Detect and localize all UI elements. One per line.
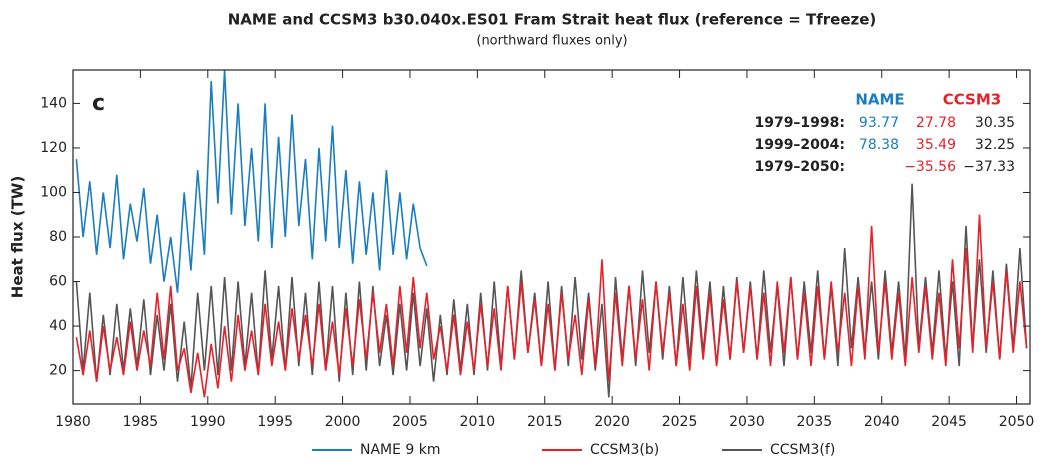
legend-label: NAME 9 km [360, 442, 441, 458]
y-tick-label: 120 [40, 140, 67, 156]
legend-label: CCSM3(b) [590, 442, 659, 458]
stats-header: CCSM3 [943, 91, 1001, 109]
x-tick-label: 2035 [797, 414, 833, 430]
x-tick-label: 1985 [123, 414, 159, 430]
y-tick-label: 80 [49, 229, 67, 245]
stats-cell: 32.25 [975, 137, 1015, 153]
stats-header: NAME [855, 91, 904, 109]
panel-label: c [92, 91, 105, 116]
stats-row-label: 1979–1998: [754, 115, 845, 131]
x-tick-label: 2030 [729, 414, 765, 430]
series-line [75, 214, 1028, 398]
stats-cell: 35.49 [916, 137, 956, 153]
x-tick-label: 2005 [392, 414, 428, 430]
stats-cell: −37.33 [963, 159, 1015, 175]
x-tick-label: 2050 [999, 414, 1035, 430]
stats-cell: −35.56 [904, 159, 956, 175]
x-tick-label: 1990 [190, 414, 226, 430]
x-tick-label: 1995 [257, 414, 293, 430]
y-tick-label: 140 [40, 95, 67, 111]
x-tick-label: 2010 [460, 414, 496, 430]
stats-cell: 30.35 [975, 115, 1015, 131]
chart-title: NAME and CCSM3 b30.040x.ES01 Fram Strait… [228, 11, 877, 29]
x-tick-label: 2040 [864, 414, 900, 430]
y-tick-label: 40 [49, 318, 67, 334]
x-tick-label: 2000 [325, 414, 361, 430]
stats-row-label: 1999–2004: [754, 137, 845, 153]
plot-lines [75, 70, 1028, 398]
x-tick-label: 2025 [662, 414, 698, 430]
y-tick-label: 100 [40, 184, 67, 200]
stats-row-label: 1979–2050: [754, 159, 845, 175]
x-tick-label: 2045 [931, 414, 967, 430]
stats-cell: 27.78 [916, 115, 956, 131]
chart-subtitle: (northward fluxes only) [476, 34, 627, 49]
x-tick-label: 2015 [527, 414, 563, 430]
series-line [75, 183, 1028, 398]
stats-cell: 78.38 [859, 137, 899, 153]
x-tick-label: 2020 [594, 414, 630, 430]
legend-label: CCSM3(f) [770, 442, 835, 458]
series-line [75, 70, 428, 293]
y-tick-label: 20 [49, 363, 67, 379]
y-axis-label: Heat flux (TW) [9, 176, 27, 298]
y-tick-label: 60 [49, 274, 67, 290]
x-tick-label: 1980 [55, 414, 91, 430]
stats-cell: 93.77 [859, 115, 899, 131]
